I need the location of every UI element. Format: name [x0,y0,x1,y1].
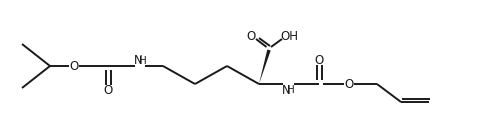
Text: H: H [287,85,295,95]
Text: O: O [69,59,79,72]
Text: O: O [246,30,256,43]
Text: N: N [281,83,290,96]
Text: H: H [139,56,147,66]
Text: O: O [103,83,113,96]
Text: O: O [314,54,324,67]
Polygon shape [259,50,271,84]
Text: OH: OH [280,30,298,43]
Text: O: O [344,78,354,91]
Text: N: N [134,55,142,67]
